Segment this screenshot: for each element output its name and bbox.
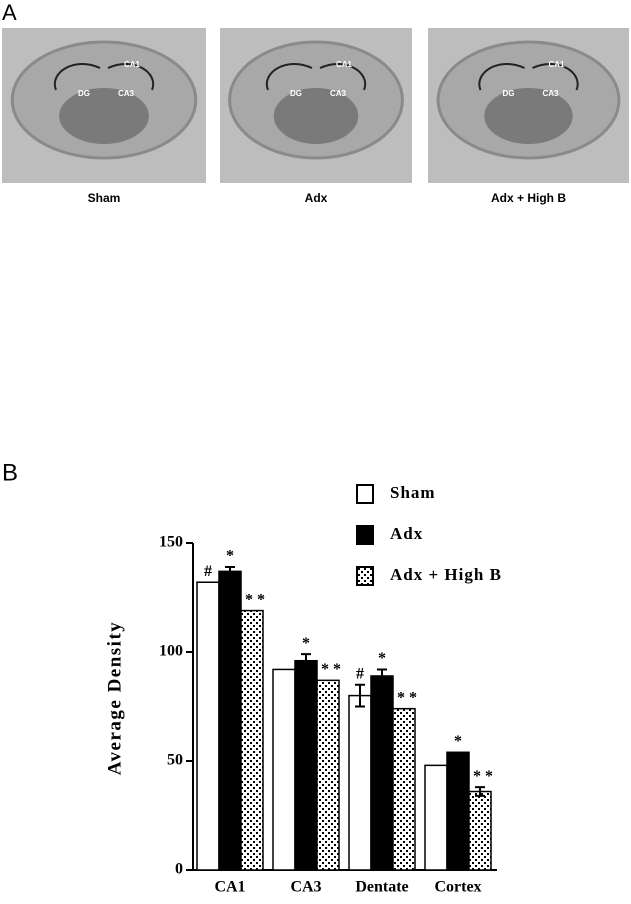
thalamus <box>484 88 573 144</box>
image-caption: Sham <box>88 191 121 205</box>
error-bar <box>301 653 311 669</box>
bar <box>348 694 372 871</box>
error-bar <box>475 786 485 797</box>
hippocampus <box>53 62 155 91</box>
error-bar <box>377 668 387 684</box>
significance-mark: # <box>204 563 212 580</box>
hippocampus <box>478 62 579 91</box>
region-label: CA1 <box>124 60 141 69</box>
significance-mark: * * <box>245 591 265 608</box>
x-tick-label: CA3 <box>290 879 321 896</box>
y-tick-label: 50 <box>167 752 183 769</box>
x-tick-label: CA1 <box>214 879 245 896</box>
significance-mark: # <box>356 665 364 682</box>
region-label: CA1 <box>336 60 353 69</box>
significance-mark: * * <box>321 661 341 678</box>
chart: 0 50 100 150 CA1 # * * * CA3 * * * Dentate # * * * Cort… <box>159 483 502 896</box>
significance-mark: * <box>302 635 310 652</box>
legend-swatch <box>356 525 374 545</box>
panel-letter: A <box>2 0 17 25</box>
panel-a: CA1 DG CA3 Sham CA1 DG CA3 Adx CA1 DG CA3 Adx + Hig… <box>2 28 629 205</box>
bar <box>272 668 296 871</box>
bar <box>370 675 394 871</box>
region-label: DG <box>503 89 515 98</box>
y-tick-label: 100 <box>159 643 183 660</box>
thalamus <box>273 88 359 144</box>
x-tick-label: Cortex <box>434 879 481 896</box>
legend-swatch <box>356 484 374 504</box>
region-label: CA1 <box>548 60 565 69</box>
bar <box>468 790 492 871</box>
bar <box>446 751 470 871</box>
bar <box>240 609 264 871</box>
image-caption: Adx + High B <box>491 191 566 205</box>
region-label: CA3 <box>118 89 135 98</box>
bar <box>392 707 416 871</box>
significance-mark: * * <box>397 689 417 706</box>
bar <box>424 764 448 871</box>
significance-mark: * <box>378 650 386 667</box>
thalamus <box>59 88 149 144</box>
significance-mark: * <box>226 548 234 565</box>
error-bar <box>355 683 365 708</box>
significance-mark: * <box>454 733 462 750</box>
x-tick-label: Dentate <box>355 879 408 896</box>
bar <box>196 581 220 871</box>
significance-mark: * * <box>473 768 493 785</box>
region-label: DG <box>78 89 90 98</box>
region-label: CA3 <box>542 89 559 98</box>
image-caption: Adx <box>305 191 328 205</box>
bar <box>294 659 318 871</box>
error-bar <box>225 565 235 577</box>
panel-letter: B <box>2 459 18 486</box>
y-tick-label: 150 <box>159 534 183 551</box>
legend-label: Sham <box>390 483 436 502</box>
legend-swatch <box>356 566 374 586</box>
y-axis-label: Average Density <box>104 621 125 776</box>
bar <box>316 679 340 871</box>
region-label: CA3 <box>330 89 347 98</box>
legend-label: Adx <box>390 524 423 543</box>
legend-label: Adx + High B <box>390 565 502 584</box>
region-label: DG <box>290 89 302 98</box>
bar <box>218 570 242 871</box>
y-tick-label: 0 <box>175 861 183 878</box>
hippocampus <box>265 62 367 91</box>
